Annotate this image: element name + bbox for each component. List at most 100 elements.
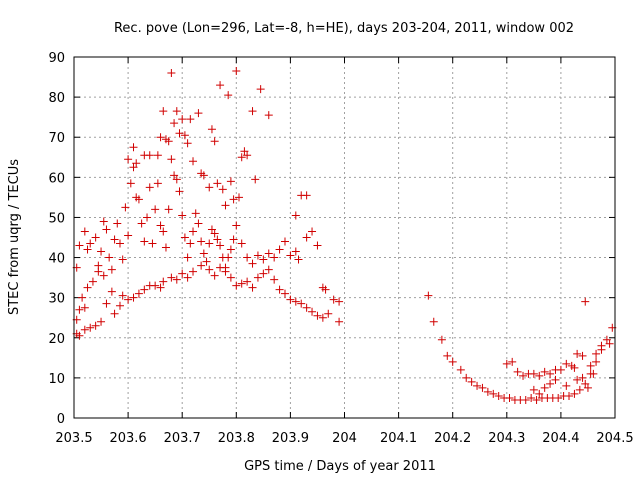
data-point	[205, 239, 214, 248]
data-point	[124, 295, 133, 304]
data-point	[259, 255, 268, 264]
data-point	[448, 357, 457, 366]
x-axis-label: GPS time / Days of year 2011	[244, 459, 436, 474]
data-point	[505, 393, 514, 402]
data-point	[546, 379, 555, 388]
data-point	[229, 235, 238, 244]
data-point	[129, 293, 138, 302]
y-tick-label: 90	[48, 51, 65, 66]
data-point	[110, 309, 119, 318]
y-axis-label: STEC from uqrg / TECUs	[7, 159, 22, 315]
data-point	[153, 151, 162, 160]
data-point	[302, 303, 311, 312]
data-point	[508, 357, 517, 366]
data-point	[562, 359, 571, 368]
data-point	[75, 331, 84, 340]
data-point	[189, 267, 198, 276]
data-point	[175, 187, 184, 196]
data-point	[275, 285, 284, 294]
data-point	[113, 219, 122, 228]
data-point	[275, 245, 284, 254]
data-point	[78, 293, 87, 302]
data-point	[151, 281, 160, 290]
data-point	[140, 285, 149, 294]
data-point	[556, 365, 565, 374]
data-point	[140, 237, 149, 246]
data-point	[156, 283, 165, 292]
data-point	[335, 297, 344, 306]
data-point	[189, 157, 198, 166]
y-tick-label: 30	[48, 292, 65, 307]
data-point	[170, 171, 179, 180]
data-point	[134, 195, 143, 204]
data-point	[91, 321, 100, 330]
data-point	[540, 383, 549, 392]
data-point	[210, 271, 219, 280]
data-point	[519, 371, 528, 380]
data-point	[159, 277, 168, 286]
data-point	[148, 239, 157, 248]
y-tick-label: 0	[57, 412, 65, 427]
data-point	[216, 241, 225, 250]
data-point	[88, 277, 97, 286]
data-point	[529, 385, 538, 394]
data-point	[86, 323, 95, 332]
x-tick-label: 204.2	[434, 431, 471, 446]
data-point	[118, 255, 127, 264]
data-point	[97, 317, 106, 326]
data-point	[602, 335, 611, 344]
data-point	[589, 369, 598, 378]
data-point	[83, 283, 92, 292]
data-point	[535, 371, 544, 380]
data-point	[467, 377, 476, 386]
data-point	[527, 393, 536, 402]
data-point	[235, 193, 244, 202]
data-point	[167, 273, 176, 282]
data-point	[232, 221, 241, 230]
data-point	[570, 389, 579, 398]
data-point	[462, 373, 471, 382]
data-point	[151, 205, 160, 214]
data-point	[554, 393, 563, 402]
data-point	[583, 383, 592, 392]
data-point	[270, 253, 279, 262]
data-point	[132, 159, 141, 168]
data-point	[313, 241, 322, 250]
data-point	[578, 351, 587, 360]
x-tick-label: 204.3	[488, 431, 525, 446]
data-point	[237, 239, 246, 248]
data-point	[167, 69, 176, 78]
data-point	[80, 325, 89, 334]
data-point	[429, 317, 438, 326]
data-point	[115, 239, 124, 248]
data-point	[189, 227, 198, 236]
chart-title: Rec. pove (Lon=296, Lat=-8, h=HE), days …	[114, 21, 574, 36]
data-point	[521, 395, 530, 404]
data-point	[216, 81, 225, 90]
data-point	[194, 109, 203, 118]
data-point	[232, 67, 241, 76]
data-point	[540, 367, 549, 376]
data-point	[335, 317, 344, 326]
data-point	[280, 289, 289, 298]
data-point	[573, 349, 582, 358]
data-point	[478, 383, 487, 392]
data-point	[213, 179, 222, 188]
data-point	[145, 183, 154, 192]
data-point	[80, 303, 89, 312]
data-points	[72, 67, 617, 404]
data-point	[170, 119, 179, 128]
data-point	[456, 365, 465, 374]
x-tick-label: 203.5	[55, 431, 92, 446]
data-point	[264, 111, 273, 120]
chart-grid	[74, 57, 615, 418]
data-point	[124, 155, 133, 164]
data-point	[199, 249, 208, 258]
data-point	[137, 219, 146, 228]
data-point	[156, 133, 165, 142]
plot-frame	[73, 56, 616, 419]
data-point	[264, 249, 273, 258]
data-point	[575, 385, 584, 394]
data-point	[280, 237, 289, 246]
